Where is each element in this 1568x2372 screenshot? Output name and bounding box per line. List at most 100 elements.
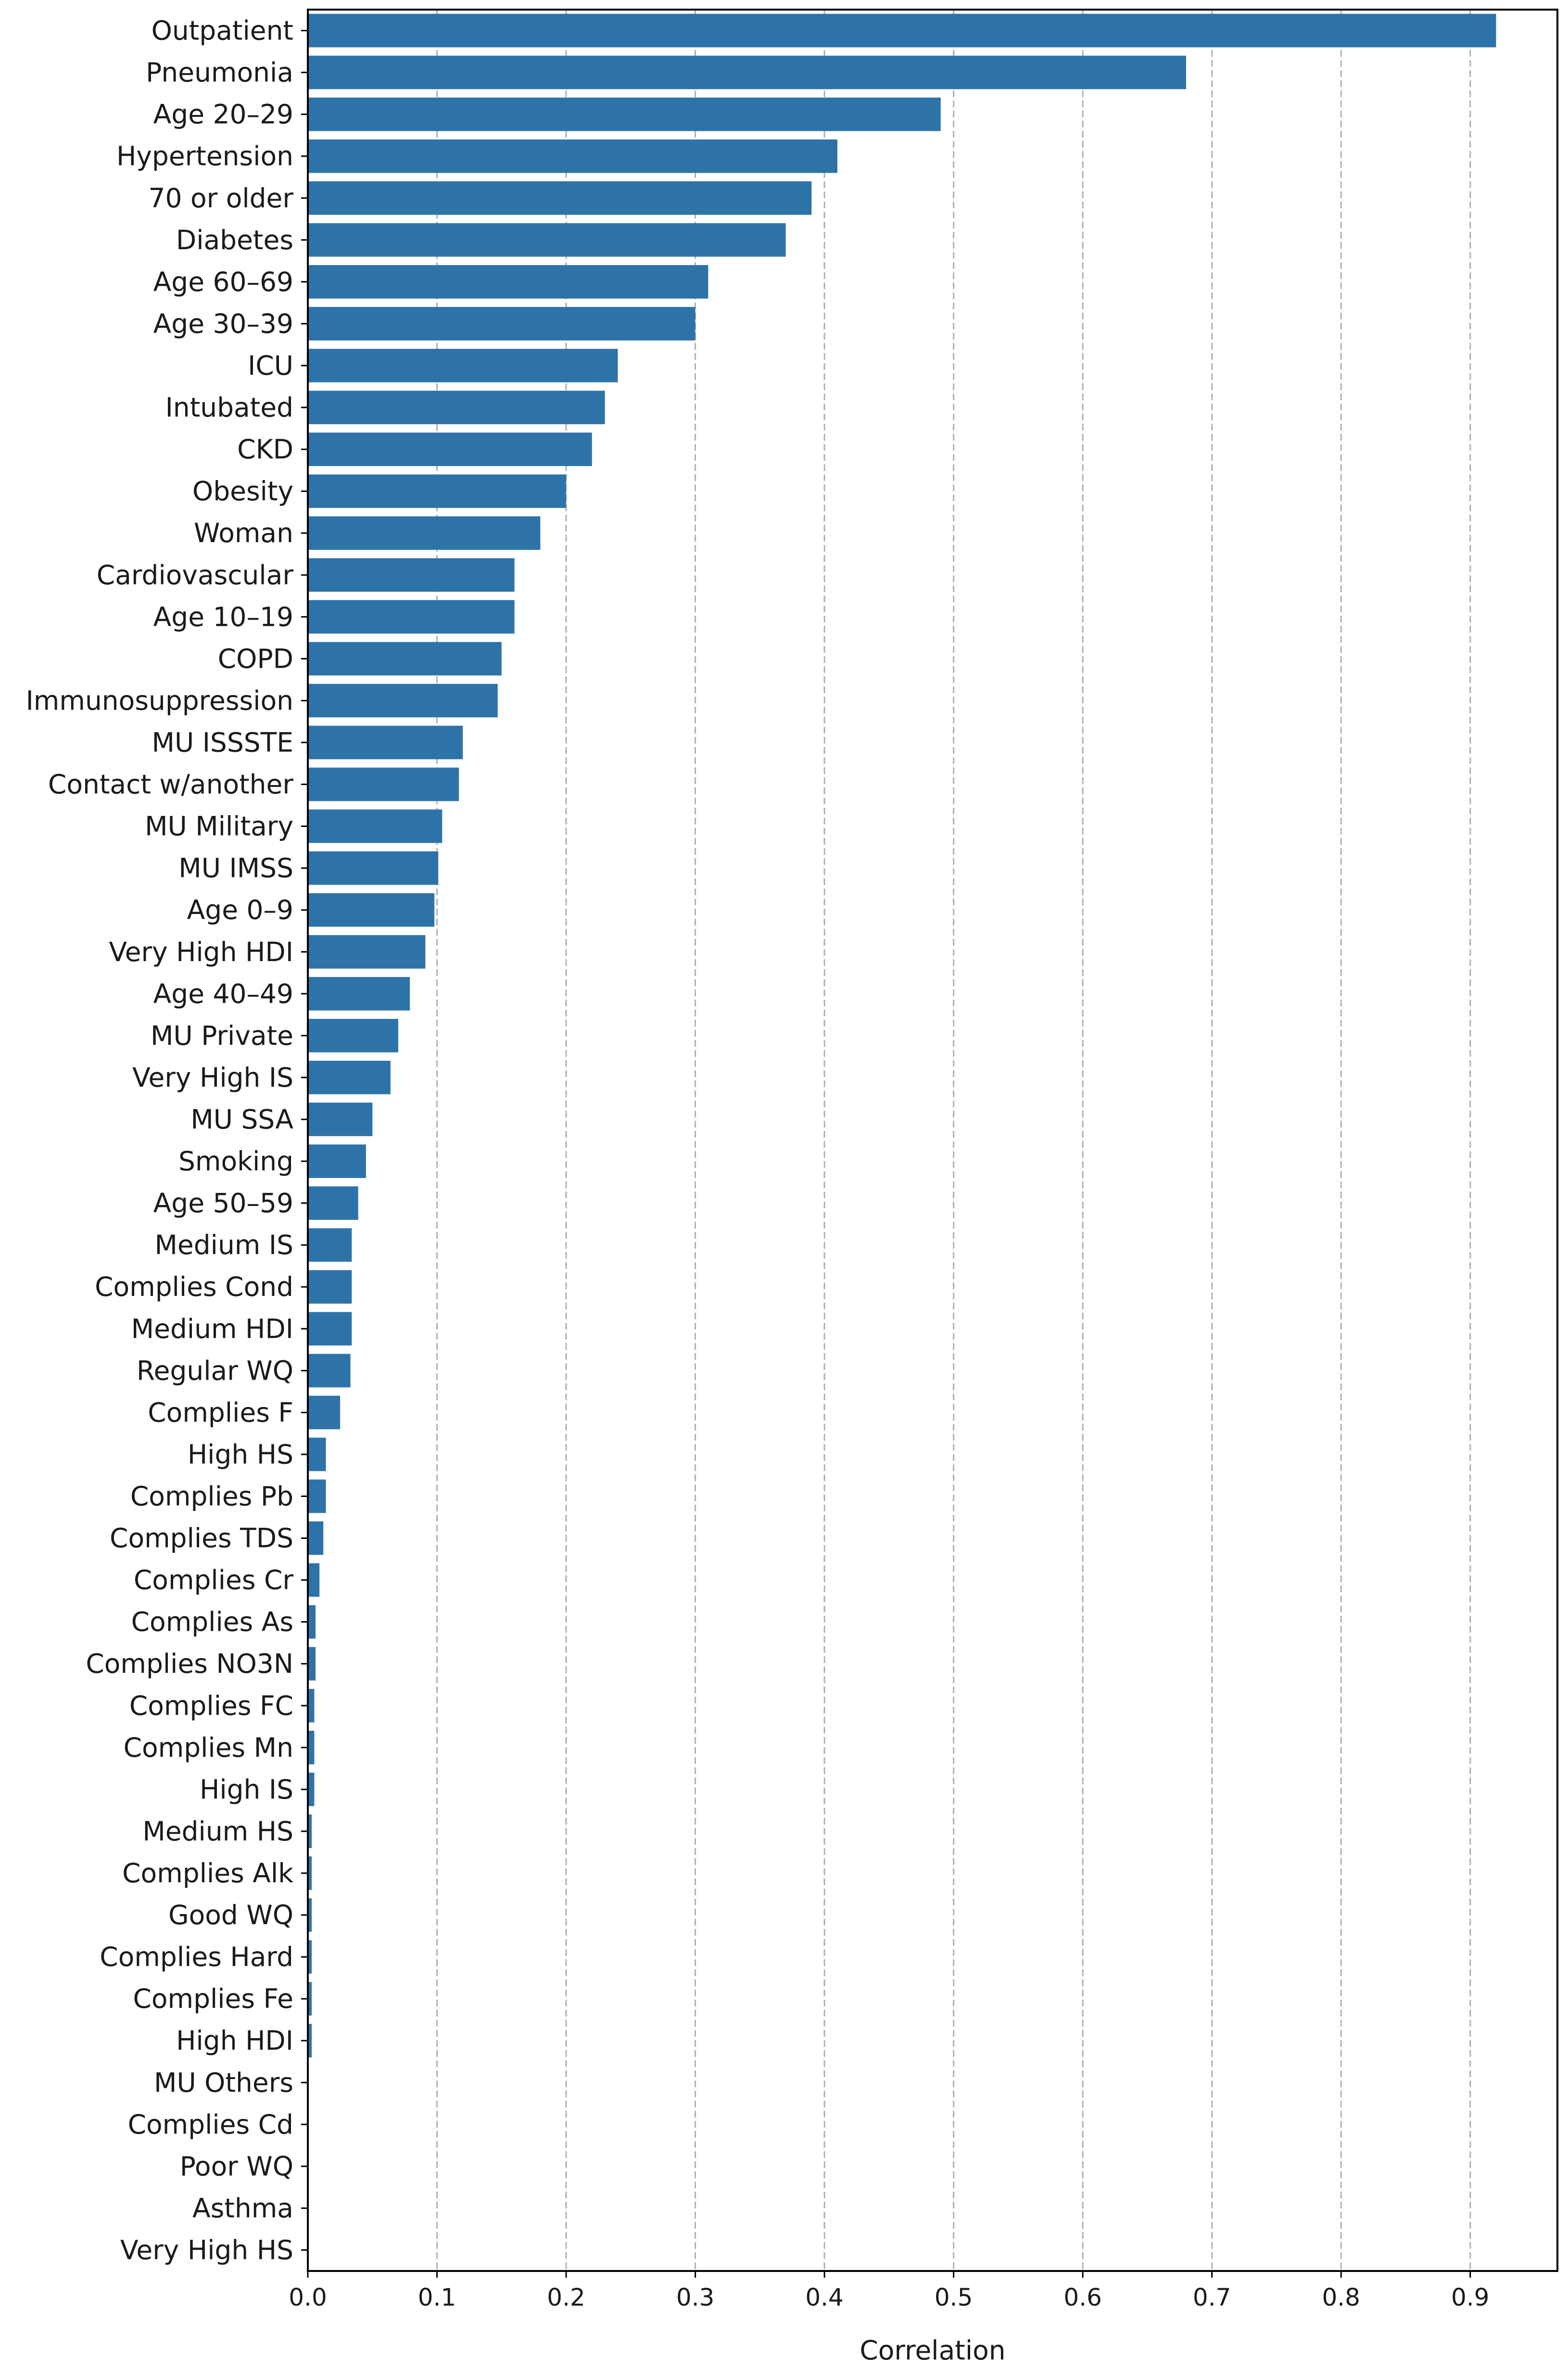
category-label: Very High HS xyxy=(120,2234,293,2265)
bar xyxy=(308,1814,312,1848)
category-label: Complies NO3N xyxy=(86,1649,293,1679)
value-tick-label: 0.8 xyxy=(1322,2283,1360,2311)
category-label: MU Military xyxy=(145,811,293,842)
bar xyxy=(308,1940,312,1974)
category-label: MU Others xyxy=(154,2067,293,2098)
bar xyxy=(308,684,498,718)
bar xyxy=(308,391,605,424)
value-axis: 0.0 0.1 0.2 0.3 0.4 0.5 0.6 0.7 0.8 0.9 xyxy=(289,2271,1490,2311)
bar xyxy=(308,1144,366,1178)
category-label: Intubated xyxy=(165,392,293,423)
bar xyxy=(308,642,502,676)
category-label: Complies F xyxy=(148,1397,293,1428)
category-label: Complies Cond xyxy=(95,1271,293,1302)
bar xyxy=(308,1354,351,1388)
bar xyxy=(308,1270,352,1304)
category-label: MU Private xyxy=(151,1020,293,1051)
category-label: Hypertension xyxy=(116,141,293,172)
category-label: ICU xyxy=(248,350,293,381)
bar xyxy=(308,97,941,131)
bar xyxy=(308,307,695,341)
category-label: Age 60–69 xyxy=(153,266,293,297)
value-tick-label: 0.5 xyxy=(935,2283,973,2311)
bar xyxy=(308,1019,398,1053)
bar xyxy=(308,851,439,885)
category-label: Contact w/another xyxy=(48,769,293,800)
category-label: Age 20–29 xyxy=(153,99,293,130)
bar xyxy=(308,893,435,927)
category-label: High HS xyxy=(188,1439,293,1470)
bar xyxy=(308,1228,352,1262)
category-label: Very High HDI xyxy=(109,937,293,967)
category-label: Pneumonia xyxy=(146,57,293,88)
category-axis: Outpatient Pneumonia Age 20–29 Hypertension… xyxy=(26,15,308,2265)
category-label: Medium HDI xyxy=(131,1313,293,1344)
bar xyxy=(308,55,1186,89)
value-tick-label: 0.6 xyxy=(1063,2283,1102,2311)
category-label: Cardiovascular xyxy=(97,559,294,590)
category-label: Age 30–39 xyxy=(153,308,293,339)
bar xyxy=(308,223,786,257)
category-label: MU ISSSTE xyxy=(152,727,294,758)
value-tick-label: 0.7 xyxy=(1193,2283,1231,2311)
bar xyxy=(308,558,515,592)
bar xyxy=(308,1395,341,1430)
bar xyxy=(308,1647,316,1681)
category-label: Complies Alk xyxy=(122,1858,293,1889)
bar xyxy=(308,1521,324,1555)
category-label: COPD xyxy=(218,643,293,674)
category-label: Complies As xyxy=(131,1607,293,1637)
value-tick-label: 0.3 xyxy=(676,2283,715,2311)
category-label: High IS xyxy=(200,1774,293,1805)
bar xyxy=(308,516,541,550)
bar xyxy=(308,1061,391,1094)
bar xyxy=(308,181,812,215)
category-label: Complies Mn xyxy=(124,1732,293,1763)
category-label: Very High IS xyxy=(132,1062,293,1093)
category-label: Obesity xyxy=(192,476,293,507)
category-label: 70 or older xyxy=(148,183,293,214)
bar xyxy=(308,1437,326,1471)
category-label: Good WQ xyxy=(168,1900,293,1930)
value-tick-label: 0.4 xyxy=(805,2283,844,2311)
category-label: Medium HS xyxy=(142,1816,293,1847)
category-label: Age 50–59 xyxy=(153,1188,293,1218)
category-label: MU IMSS xyxy=(178,853,293,884)
bar xyxy=(308,1856,312,1890)
bar xyxy=(308,2024,312,2058)
category-label: Complies TDS xyxy=(110,1523,293,1554)
category-label: Poor WQ xyxy=(180,2151,293,2182)
bar xyxy=(308,767,459,801)
value-tick-label: 0.1 xyxy=(418,2283,456,2311)
category-label: Age 0–9 xyxy=(187,895,293,926)
bar xyxy=(308,474,567,508)
bar xyxy=(308,1730,315,1764)
category-label: Immunosuppression xyxy=(26,685,293,716)
bar xyxy=(308,1312,352,1346)
category-label: High HDI xyxy=(176,2025,293,2056)
value-tick-label: 0.9 xyxy=(1451,2283,1490,2311)
value-tick-label: 0.2 xyxy=(547,2283,585,2311)
category-label: CKD xyxy=(237,434,293,465)
category-label: Outpatient xyxy=(152,15,293,46)
bar xyxy=(308,1688,315,1723)
bar xyxy=(308,1103,373,1136)
bar xyxy=(308,1479,326,1513)
category-label: Woman xyxy=(194,518,293,548)
category-label: Asthma xyxy=(192,2193,293,2223)
bars xyxy=(308,13,1496,2058)
category-label: Complies FC xyxy=(129,1690,293,1721)
category-label: MU SSA xyxy=(190,1104,293,1135)
bar xyxy=(308,139,837,173)
category-label: Age 10–19 xyxy=(153,601,293,632)
category-label: Medium IS xyxy=(154,1230,293,1260)
bar xyxy=(308,600,515,634)
bar xyxy=(308,1898,312,1932)
category-label: Complies Pb xyxy=(130,1481,293,1511)
bar xyxy=(308,935,426,969)
category-label: Regular WQ xyxy=(137,1355,293,1386)
grid-lines xyxy=(436,10,1471,2271)
category-label: Smoking xyxy=(178,1146,293,1177)
x-axis-title: Correlation xyxy=(860,2335,1005,2366)
bar xyxy=(308,13,1496,48)
